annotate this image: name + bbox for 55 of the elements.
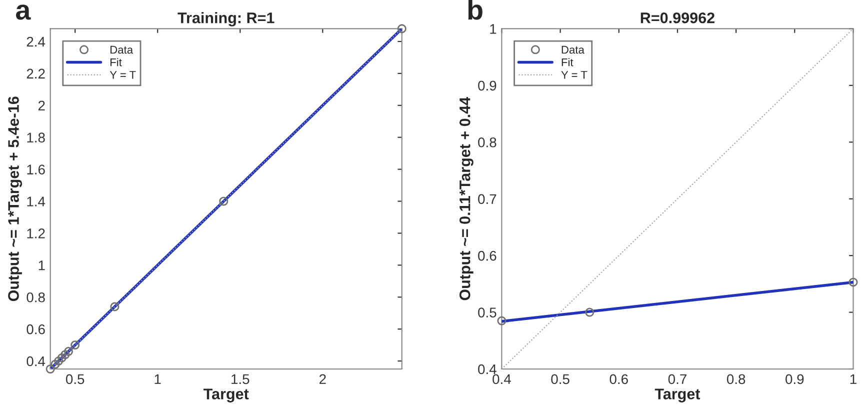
y-axis-title: Output ~= 0.11*Target + 0.44 [459, 96, 474, 300]
y-tick-label: 0.6 [26, 324, 45, 334]
y-tick-label: 2 [38, 100, 45, 110]
point [110, 302, 120, 312]
x-tick-label: 1 [850, 374, 856, 384]
point [219, 196, 228, 206]
y-tick-label: 2.2 [26, 68, 45, 78]
x-axis-title: Target [654, 388, 700, 402]
y-tick-label: 0.4 [26, 356, 46, 366]
legend-label: Fit [110, 58, 122, 66]
y-tick-label: 0.5 [478, 308, 496, 318]
x-tick-label: 1 [154, 374, 161, 384]
x-tick-label: 2 [320, 374, 326, 384]
legend-label: Data [110, 46, 134, 54]
point [585, 308, 594, 317]
y-tick-label: 1.6 [27, 164, 45, 174]
x-tick-label: 0.9 [786, 374, 804, 384]
point [54, 356, 64, 366]
y-tick-label: 0.7 [478, 194, 496, 204]
chart-title: R=0.99962 [640, 12, 714, 24]
y-tick-label: 1.2 [27, 228, 45, 238]
text: a [16, 4, 31, 20]
legend-label: Y = T [110, 71, 136, 79]
y-tick-label: 0.8 [478, 137, 496, 148]
point [64, 346, 74, 356]
point [60, 350, 70, 360]
x-tick-label: 0.6 [610, 374, 628, 384]
y-tick-label: 1 [38, 260, 45, 270]
y-tick-label: 2.4 [26, 36, 46, 47]
point [848, 278, 858, 287]
x-tick-label: 0.8 [726, 374, 746, 384]
x-tick-label: 1.5 [232, 374, 250, 384]
y-tick-label: 0.9 [478, 80, 496, 91]
x-tick-label: 0.5 [551, 374, 570, 384]
y-tick-label: 0.4 [478, 364, 496, 374]
legend-label: Y = T [561, 71, 588, 79]
legend-label: Fit [562, 58, 574, 66]
chart-title: Training: R=1 [178, 12, 274, 26]
point [46, 364, 55, 374]
y-tick-label: 0.8 [26, 292, 45, 302]
y-axis-title: Output ~= 1*Target + 5.4e-16 [8, 96, 22, 302]
y-tick-label: 1.4 [27, 196, 46, 206]
point [397, 24, 406, 34]
point [57, 353, 66, 362]
x-tick-label: 0.7 [668, 374, 686, 384]
x-tick-label: 0.5 [66, 374, 84, 384]
point [50, 360, 60, 369]
point [497, 316, 506, 326]
point [70, 340, 80, 350]
y-tick-label: 1.8 [27, 132, 45, 143]
x-axis-title: Target [204, 388, 249, 402]
x-tick-label: 0.4 [492, 374, 511, 384]
legend-label: Data [562, 46, 584, 54]
y-tick-label: 1 [490, 24, 496, 34]
y-tick-label: 0.6 [478, 250, 496, 261]
